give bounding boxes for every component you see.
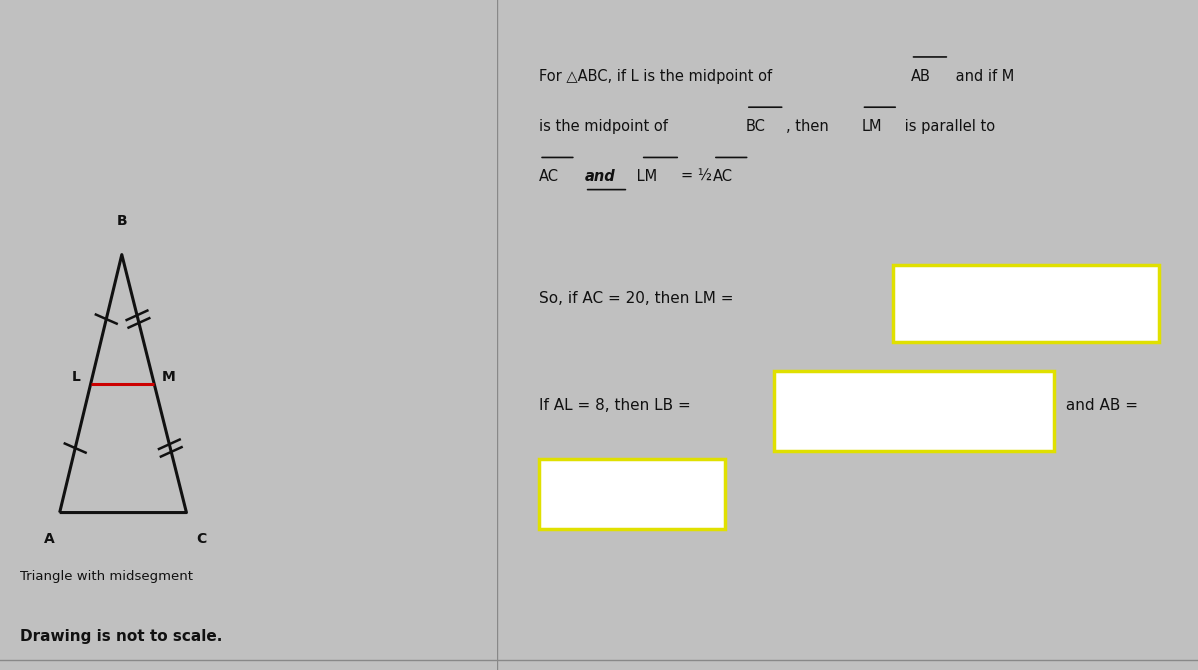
Text: M: M — [162, 370, 176, 384]
Text: So, if AC = 20, then LM =: So, if AC = 20, then LM = — [539, 291, 739, 306]
Text: and: and — [585, 170, 616, 184]
Text: Triangle with midsegment: Triangle with midsegment — [20, 570, 193, 583]
Bar — [774, 371, 1054, 451]
Text: is parallel to: is parallel to — [900, 119, 996, 134]
Text: B: B — [116, 214, 127, 228]
Text: A: A — [44, 533, 55, 546]
Text: L: L — [72, 370, 80, 384]
Text: For △ABC, if L is the midpoint of: For △ABC, if L is the midpoint of — [539, 69, 778, 84]
Text: = ½: = ½ — [682, 170, 718, 184]
Text: and AB =: and AB = — [1061, 398, 1138, 413]
Text: LM: LM — [861, 119, 882, 134]
Text: , then: , then — [786, 119, 834, 134]
Bar — [539, 459, 725, 529]
Text: C: C — [196, 533, 206, 546]
Text: is the midpoint of: is the midpoint of — [539, 119, 673, 134]
Text: AB: AB — [910, 69, 931, 84]
Text: AC: AC — [539, 170, 559, 184]
Text: Drawing is not to scale.: Drawing is not to scale. — [20, 629, 223, 644]
Text: LM: LM — [633, 170, 658, 184]
Text: If AL = 8, then LB =: If AL = 8, then LB = — [539, 398, 696, 413]
Text: AC: AC — [713, 170, 733, 184]
Text: and if M: and if M — [951, 69, 1015, 84]
Bar — [894, 265, 1160, 342]
Text: BC: BC — [746, 119, 766, 134]
